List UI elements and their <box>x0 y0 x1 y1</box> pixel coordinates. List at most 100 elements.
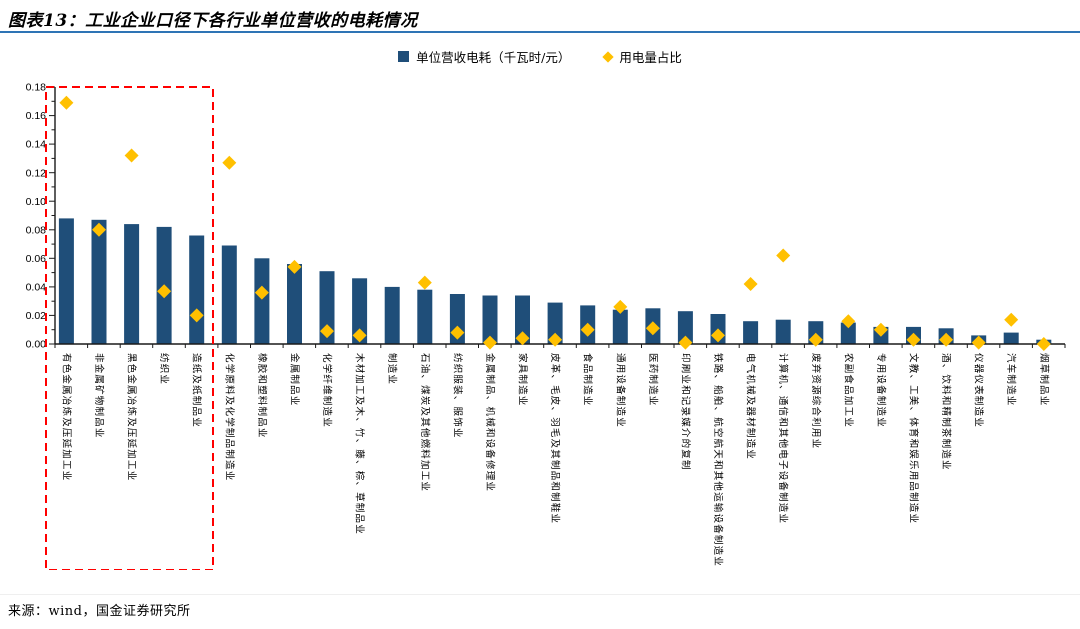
diamond-marker <box>1004 312 1019 327</box>
y-tick-label: 0.04 <box>26 282 47 294</box>
bar <box>384 286 400 344</box>
category-label: 非金属矿物制品业 <box>93 353 105 439</box>
diamond-marker <box>906 332 921 347</box>
diamond-marker <box>222 155 237 170</box>
category-label: 铁路、船舶、航空航天和其他运输设备制造业 <box>712 353 724 567</box>
diamond-marker <box>157 284 172 299</box>
category-label: 制造业 <box>386 353 398 385</box>
y-tick-label: 0.08 <box>26 224 47 236</box>
legend-label-bar: 单位营收电耗（千瓦时/元） <box>416 50 571 65</box>
bar <box>91 219 107 344</box>
bar <box>319 271 335 344</box>
category-label: 纺织服装、服饰业 <box>451 353 463 439</box>
bar <box>352 278 368 344</box>
chart: 0.00 0.02 0.04 0.06 0.08 0.10 0.12 0.14 0.16 0.18… <box>26 82 1066 570</box>
legend-item-marker: 用电量占比 <box>602 47 682 66</box>
bar <box>612 309 628 344</box>
diamond-marker <box>678 335 693 350</box>
bar-swatch-icon <box>398 51 410 62</box>
category-label: 汽车制造业 <box>1005 353 1017 407</box>
diamond-marker <box>352 328 367 343</box>
bar <box>840 322 856 344</box>
category-label: 木材加工及木、竹、藤、棕、草制品业 <box>354 353 366 535</box>
bar <box>221 245 237 344</box>
bar <box>775 319 791 344</box>
y-tick-label: 0.06 <box>26 253 47 265</box>
category-label: 印刷业和记录媒介的复制 <box>679 353 691 471</box>
source-note: 来源：wind，国金证券研究所 <box>8 604 191 619</box>
category-label: 造纸及纸制品业 <box>191 353 203 428</box>
category-label: 文教、工美、体育和娱乐用品制造业 <box>908 353 920 524</box>
category-label: 金属制品业 <box>289 353 301 407</box>
category-label: 食品制造业 <box>582 353 594 407</box>
diamond-marker <box>841 314 856 329</box>
footer-divider <box>0 594 1080 595</box>
category-label: 专用设备制造业 <box>875 353 887 428</box>
diamond-marker <box>515 331 530 346</box>
chart-legend: 单位营收电耗（千瓦时/元） 用电量占比 <box>0 47 1080 66</box>
bar <box>189 235 205 344</box>
bar <box>547 302 563 344</box>
bar <box>417 289 433 344</box>
diamond-marker <box>711 328 725 343</box>
diamond-marker <box>808 332 823 347</box>
diamond-marker <box>971 335 986 350</box>
diamond-marker <box>320 324 334 339</box>
diamond-marker <box>776 248 791 263</box>
bar <box>287 264 302 344</box>
y-tick-label: 0.02 <box>26 310 47 322</box>
category-label: 仪器仪表制造业 <box>973 353 985 428</box>
diamond-marker <box>613 299 628 314</box>
category-label: 皮革、毛皮、羽毛及其制品和制鞋业 <box>549 353 561 524</box>
diamond-marker <box>287 259 302 274</box>
bar <box>743 321 759 344</box>
category-label: 农副食品加工业 <box>842 353 854 428</box>
y-tick-label: 0.18 <box>26 82 47 94</box>
bar <box>1003 332 1019 344</box>
category-label: 有色金属冶炼及压延加工业 <box>60 353 72 481</box>
category-label: 橡胶和塑料制品业 <box>256 353 268 439</box>
category-label: 化学原料及化学制品制造业 <box>223 353 235 481</box>
category-label: 废弃资源综合利用业 <box>810 353 822 449</box>
bar <box>482 295 498 344</box>
bar <box>124 224 140 344</box>
diamond-marker <box>873 322 888 337</box>
y-tick-label: 0.12 <box>26 167 47 179</box>
y-tick-label: 0.16 <box>26 110 47 122</box>
category-label: 医药制造业 <box>647 353 659 407</box>
category-label: 酒、饮料和精制茶制造业 <box>940 353 952 471</box>
diamond-marker <box>92 222 106 237</box>
bar <box>58 218 74 344</box>
y-tick-label: 0.00 <box>26 339 47 351</box>
bar <box>677 311 693 344</box>
diamond-marker <box>189 308 204 323</box>
bar <box>254 258 270 344</box>
category-label: 化学纤维制造业 <box>321 353 333 428</box>
diamond-marker <box>645 321 660 336</box>
category-label: 计算机、通信和其他电子设备制造业 <box>777 353 789 524</box>
bar <box>515 295 530 344</box>
diamond-marker <box>580 322 595 337</box>
category-label: 金属制品、机械和设备修理业 <box>484 353 496 492</box>
diamond-marker <box>939 332 954 347</box>
diamond-marker <box>450 325 465 340</box>
diamond-marker <box>417 275 432 290</box>
category-label: 纺织业 <box>158 353 170 385</box>
category-label: 黑色金属冶炼及压延加工业 <box>126 353 138 481</box>
category-label: 烟草制品业 <box>1038 353 1050 407</box>
figure-title: 图表13：工业企业口径下各行业单位营收的电耗情况 <box>8 11 418 31</box>
diamond-marker <box>548 332 563 347</box>
y-tick-label: 0.14 <box>26 139 47 151</box>
category-label: 通用设备制造业 <box>614 353 626 428</box>
legend-label-marker: 用电量占比 <box>619 50 682 65</box>
diamond-marker <box>1036 337 1051 351</box>
legend-item-bar: 单位营收电耗（千瓦时/元） <box>398 47 570 66</box>
category-label: 家具制造业 <box>517 353 529 407</box>
diamond-marker <box>59 95 74 110</box>
title-divider <box>0 31 1080 33</box>
diamond-marker <box>124 148 139 163</box>
category-label: 电气机械及器材制造业 <box>745 353 757 460</box>
category-label: 石油、煤炭及其他燃料加工业 <box>419 353 431 492</box>
y-tick-label: 0.10 <box>26 196 47 208</box>
